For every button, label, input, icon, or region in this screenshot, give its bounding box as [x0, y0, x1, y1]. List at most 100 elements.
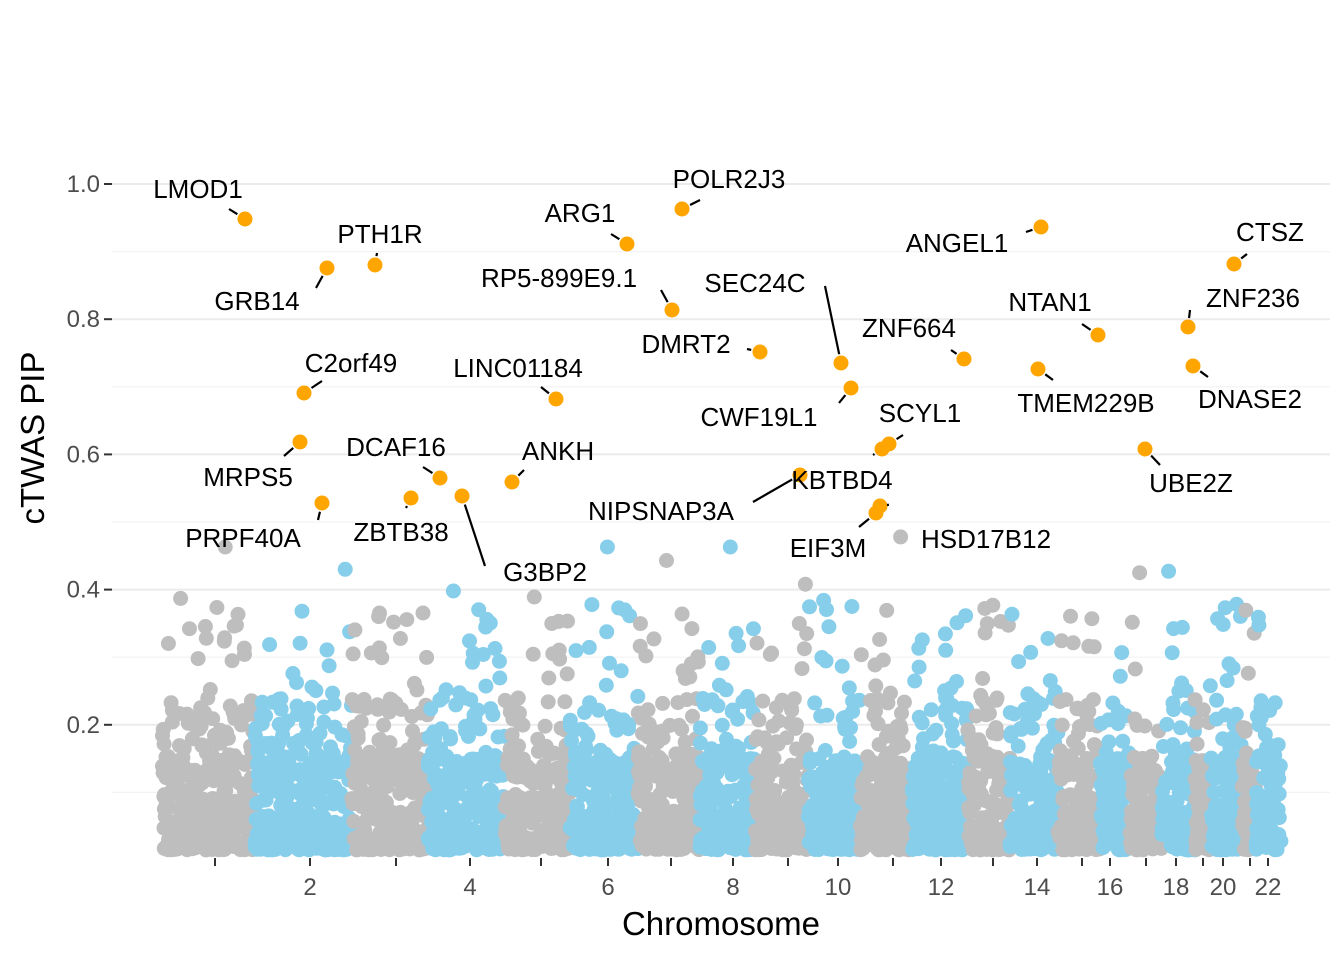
gene-point — [564, 733, 579, 749]
gene-point — [541, 670, 557, 686]
gene-point — [424, 791, 440, 806]
gene-point — [975, 671, 991, 686]
gene-point — [1063, 804, 1078, 820]
gene-point — [731, 740, 747, 756]
gene-point — [1237, 822, 1253, 838]
gene-point — [711, 842, 727, 858]
gene-point — [926, 743, 942, 759]
highlighted-gene-point — [504, 474, 520, 490]
gene-point — [1159, 716, 1175, 732]
gene-point — [893, 805, 909, 821]
gene-point — [266, 757, 282, 773]
gene-point — [1202, 678, 1218, 694]
gene-point — [385, 764, 401, 780]
gene-point — [1237, 806, 1253, 821]
gene-point — [720, 783, 736, 799]
gene-point — [730, 818, 746, 834]
gene-point — [175, 765, 191, 781]
gene-point — [1130, 838, 1146, 854]
gene-point — [988, 720, 1004, 736]
gene-point — [799, 626, 815, 642]
gene-point — [671, 750, 687, 766]
gene-point — [336, 756, 352, 772]
gene-point — [491, 653, 507, 669]
gene-point — [182, 621, 197, 637]
gene-point — [346, 719, 362, 735]
highlighted-gene-point — [881, 436, 897, 452]
gene-point — [205, 711, 221, 727]
gene-point — [1058, 692, 1074, 708]
gene-point — [789, 741, 805, 757]
gene-label: SCYL1 — [879, 398, 961, 428]
gene-point — [258, 792, 274, 808]
gene-point — [399, 612, 415, 628]
gene-point — [172, 738, 187, 754]
gene-point — [1054, 633, 1070, 649]
gene-point — [256, 769, 272, 785]
gene-point — [189, 815, 205, 830]
gene-point — [434, 690, 450, 706]
gene-point — [1052, 743, 1068, 759]
gene-point — [818, 653, 834, 669]
gene-point — [1006, 777, 1022, 793]
label-leader-line — [422, 466, 434, 475]
gene-point — [424, 833, 440, 849]
gene-point — [869, 691, 885, 707]
gene-point — [1129, 717, 1145, 733]
gene-point — [638, 648, 654, 664]
gene-point — [462, 633, 477, 649]
gene-point — [347, 742, 363, 758]
gene-point — [1078, 770, 1094, 786]
label-leader-line — [823, 285, 841, 355]
gene-point — [1023, 841, 1039, 857]
label-leader-line — [689, 199, 701, 206]
gene-point — [1164, 645, 1180, 661]
gene-point — [684, 621, 700, 637]
gene-point — [802, 599, 817, 615]
gene-point — [1270, 765, 1286, 781]
gene-point — [1107, 780, 1123, 796]
gene-point — [263, 735, 279, 751]
gene-point — [1029, 813, 1045, 829]
gene-point — [870, 815, 886, 831]
highlighted-gene-point — [833, 355, 849, 371]
gene-point — [458, 690, 474, 706]
gene-point — [289, 707, 305, 722]
gene-point — [765, 762, 781, 777]
gene-point — [630, 705, 646, 721]
gene-point — [674, 721, 690, 737]
gene-point — [611, 841, 627, 857]
gene-point — [250, 743, 266, 759]
gene-point — [1217, 600, 1233, 616]
label-leader-line — [872, 453, 876, 456]
gene-point — [304, 679, 320, 695]
gene-point — [537, 718, 553, 734]
label-leader-line — [1081, 323, 1092, 331]
gene-point — [1105, 695, 1121, 711]
gene-point — [1069, 758, 1085, 774]
gene-point — [1052, 830, 1068, 846]
gene-point — [393, 702, 409, 717]
gene-point — [651, 750, 667, 765]
gene-point — [201, 830, 217, 846]
x-tick-label: 20 — [1210, 874, 1237, 901]
label-leader-line — [660, 289, 669, 303]
highlighted-gene-point — [292, 434, 308, 450]
gene-point — [462, 837, 478, 853]
gene-point — [312, 725, 328, 741]
gene-point — [988, 692, 1004, 708]
gene-point — [215, 833, 231, 849]
gene-point — [280, 781, 296, 797]
gene-point — [607, 820, 623, 836]
gene-point — [173, 590, 189, 606]
gene-point — [172, 706, 188, 722]
gene-point — [663, 810, 679, 826]
gene-point — [239, 776, 255, 792]
label-leader-line — [405, 505, 408, 509]
gene-point — [611, 786, 627, 802]
gene-point — [787, 718, 803, 734]
gene-point — [749, 801, 765, 817]
y-axis: 0.2 0.4 0.6 0.8 1.0 — [67, 171, 112, 739]
gene-point — [786, 766, 802, 782]
gene-point — [460, 729, 476, 744]
